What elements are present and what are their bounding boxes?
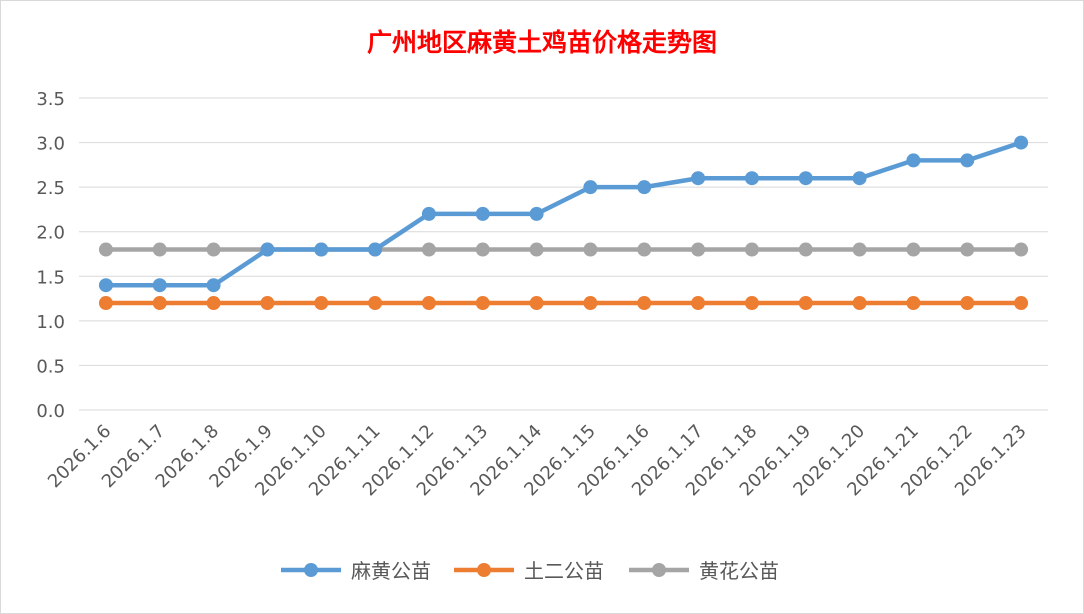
data-point: [206, 278, 221, 293]
y-axis-ticks: 0.0 0.5 1.0 1.5 2.0 2.5 3.0 3.5: [36, 89, 65, 422]
data-point: [368, 296, 383, 311]
y-tick-label: 2.5: [36, 178, 65, 199]
legend-item: 麻黄公苗: [281, 559, 431, 583]
data-point: [98, 242, 113, 257]
data-point: [368, 242, 383, 257]
data-point: [960, 153, 975, 168]
data-point: [960, 296, 975, 311]
data-point: [691, 296, 706, 311]
data-point: [260, 296, 275, 311]
legend-label: 麻黄公苗: [351, 559, 431, 583]
data-point: [637, 296, 652, 311]
data-point: [314, 296, 329, 311]
data-point: [206, 296, 221, 311]
data-point: [852, 242, 867, 257]
data-point: [152, 296, 167, 311]
data-point: [529, 206, 544, 221]
data-point: [798, 171, 813, 186]
data-point: [475, 242, 490, 257]
data-point: [852, 171, 867, 186]
data-point: [421, 296, 436, 311]
series-line: [105, 140, 1022, 288]
data-point: [152, 242, 167, 257]
legend: 麻黄公苗 土二公苗 黄花公苗: [281, 559, 779, 583]
data-point: [798, 296, 813, 311]
legend-item: 黄花公苗: [629, 559, 779, 583]
data-point: [583, 180, 598, 195]
chart-title: 广州地区麻黄土鸡苗价格走势图: [367, 28, 717, 57]
data-point: [637, 180, 652, 195]
data-point: [475, 296, 490, 311]
data-point: [206, 242, 221, 257]
series-0: [98, 135, 1029, 293]
data-point: [260, 242, 275, 257]
data-point: [691, 171, 706, 186]
series-1: [98, 296, 1029, 311]
data-point: [691, 242, 706, 257]
data-point: [583, 296, 598, 311]
data-point: [152, 278, 167, 293]
data-point: [1014, 242, 1029, 257]
data-point: [421, 242, 436, 257]
data-point: [98, 296, 113, 311]
data-point: [1014, 135, 1029, 150]
data-point: [475, 206, 490, 221]
gridlines: [79, 97, 1048, 411]
data-point: [798, 242, 813, 257]
y-tick-label: 0.5: [36, 356, 65, 377]
data-point: [529, 242, 544, 257]
legend-marker: [477, 563, 491, 577]
data-point: [906, 242, 921, 257]
y-tick-label: 1.5: [36, 267, 65, 288]
data-point: [314, 242, 329, 257]
data-point: [960, 242, 975, 257]
y-tick-label: 2.0: [36, 223, 65, 244]
data-point: [421, 206, 436, 221]
legend-item: 土二公苗: [454, 559, 604, 583]
y-tick-label: 1.0: [36, 312, 65, 333]
data-point: [744, 242, 759, 257]
legend-label: 黄花公苗: [699, 559, 779, 583]
data-point: [744, 296, 759, 311]
data-point: [583, 242, 598, 257]
data-point: [1014, 296, 1029, 311]
y-tick-label: 3.0: [36, 134, 65, 155]
legend-marker: [304, 563, 318, 577]
data-point: [98, 278, 113, 293]
data-point: [906, 296, 921, 311]
data-point: [637, 242, 652, 257]
legend-marker: [652, 563, 666, 577]
series-lines: [98, 135, 1029, 311]
data-point: [744, 171, 759, 186]
x-axis-ticks: 2026.1.62026.1.72026.1.82026.1.92026.1.1…: [44, 421, 1031, 501]
data-point: [852, 296, 867, 311]
data-point: [906, 153, 921, 168]
data-point: [529, 296, 544, 311]
legend-label: 土二公苗: [524, 559, 604, 583]
series-2: [98, 242, 1029, 257]
y-tick-label: 0.0: [36, 401, 65, 422]
y-tick-label: 3.5: [36, 89, 65, 110]
